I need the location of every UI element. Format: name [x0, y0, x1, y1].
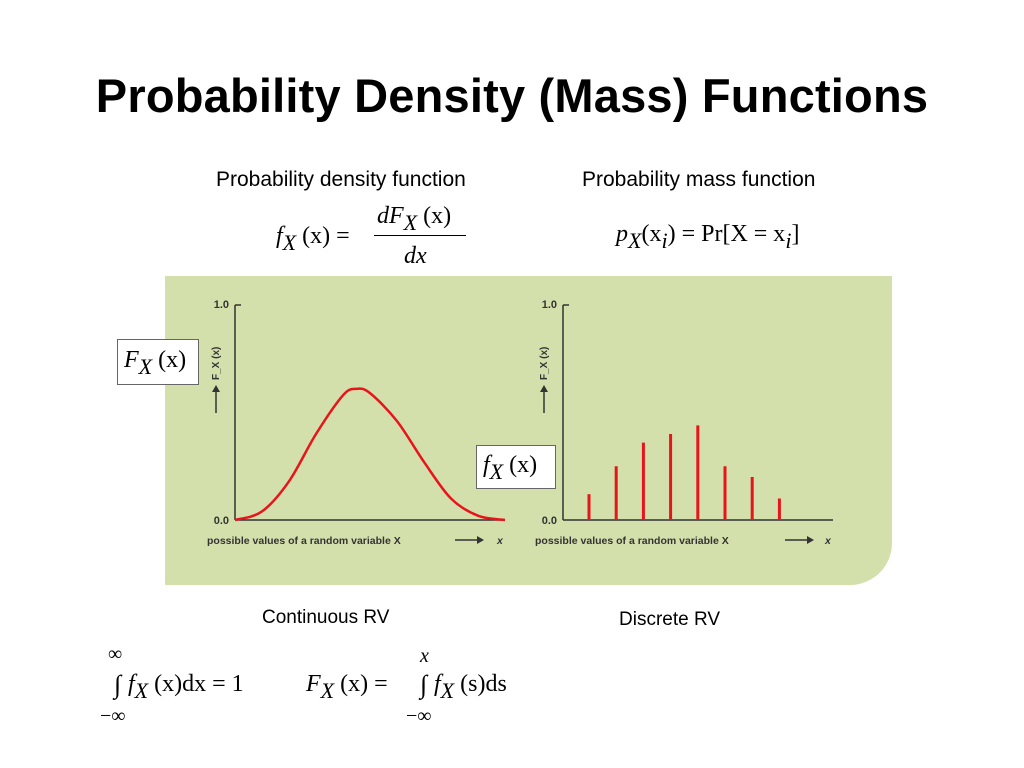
annotation-Fx: FX (x): [117, 339, 199, 385]
left-ylabel: F_X (x): [211, 347, 222, 380]
fraction-bar: [374, 235, 466, 236]
right-ytick-bottom: 0.0: [542, 515, 557, 527]
charts-panel: 1.0 0.0 F_X (x) possible values of a ran…: [165, 276, 892, 585]
norm-sub: X: [134, 678, 149, 703]
pdf-lhs-arg: (x) =: [302, 223, 350, 249]
pmf-arg-sub: i: [661, 228, 668, 253]
pdf-lhs-sub: X: [282, 230, 297, 255]
pmf-rhs: ) = Pr[X = x: [667, 221, 786, 247]
continuous-chart: 1.0 0.0 F_X (x) possible values of a ran…: [207, 299, 506, 547]
cdf-f: f: [434, 671, 441, 697]
pmf-arg: (x: [641, 221, 662, 247]
left-ylabel-group: F_X (x): [211, 347, 222, 380]
right-right-arrowhead: [807, 536, 814, 544]
norm-lower-limit: −∞: [100, 705, 126, 727]
norm-rest: (x)dx = 1: [154, 671, 244, 697]
pmf-p: p: [616, 221, 628, 247]
pmf-close: ]: [791, 221, 800, 247]
right-ylabel: F_X (x): [539, 347, 550, 380]
cdf-upper-limit-text: x: [420, 645, 429, 667]
right-x-end-label: x: [824, 535, 832, 547]
norm-f: f: [128, 671, 135, 697]
discrete-rv-label: Discrete RV: [619, 609, 721, 630]
cdf-lower-limit: −∞: [406, 705, 432, 727]
discrete-chart: 1.0 0.0 F_X (x) possible values of a ran…: [535, 299, 833, 547]
cdf-F-sub: X: [320, 678, 335, 703]
pmf-definition-formula: pX(xi) = Pr[X = xi]: [616, 221, 800, 252]
pdf-num-d: dF: [377, 203, 404, 229]
pdf-den: dx: [404, 243, 427, 269]
continuous-rv-label: Continuous RV: [262, 607, 390, 628]
right-xlabel: possible values of a random variable X: [535, 535, 729, 547]
right-ytick-top: 1.0: [542, 299, 557, 311]
pdf-num-arg: (x): [423, 203, 452, 229]
slide-title: Probability Density (Mass) Functions: [95, 69, 929, 122]
norm-integral-sign: ∫: [114, 670, 122, 699]
norm-upper-limit: ∞: [108, 643, 123, 665]
charts-svg: 1.0 0.0 F_X (x) possible values of a ran…: [207, 299, 833, 547]
pdf-num-sub: X: [403, 210, 418, 235]
annotation-F: F: [124, 347, 139, 373]
cdf-f-sub: X: [440, 678, 455, 703]
left-x-end-label: x: [496, 535, 504, 547]
cdf-integral-sign: ∫: [420, 670, 428, 699]
cdf-upper-limit: x: [420, 646, 429, 666]
pmf-bars: [587, 425, 781, 520]
annotation-F-sub: X: [138, 354, 153, 379]
annotation-f: f: [483, 452, 490, 478]
left-up-arrowhead: [212, 385, 220, 392]
left-ytick-top: 1.0: [214, 299, 229, 311]
annotation-f-sub: X: [489, 459, 504, 484]
pmf-caption: Probability mass function: [582, 168, 816, 191]
left-xlabel: possible values of a random variable X: [207, 535, 401, 547]
pdf-caption: Probability density function: [216, 168, 466, 191]
pmf-sub: X: [628, 228, 642, 253]
cdf-F: F: [306, 671, 321, 697]
annotation-F-arg: (x): [158, 347, 187, 373]
left-right-arrowhead: [477, 536, 484, 544]
pdf-lhs-f: f: [276, 223, 283, 249]
left-ytick-bottom: 0.0: [214, 515, 229, 527]
right-ylabel-group: F_X (x): [539, 347, 550, 380]
pmf-rhs-sub: i: [785, 228, 792, 253]
cdf-rest: (s)ds: [460, 671, 507, 697]
pdf-curve-line: [234, 387, 506, 522]
annotation-fx: fX (x): [476, 445, 556, 489]
cdf-lhs-arg: (x) =: [340, 671, 388, 697]
annotation-f-arg: (x): [509, 452, 538, 478]
right-up-arrowhead: [540, 385, 548, 392]
